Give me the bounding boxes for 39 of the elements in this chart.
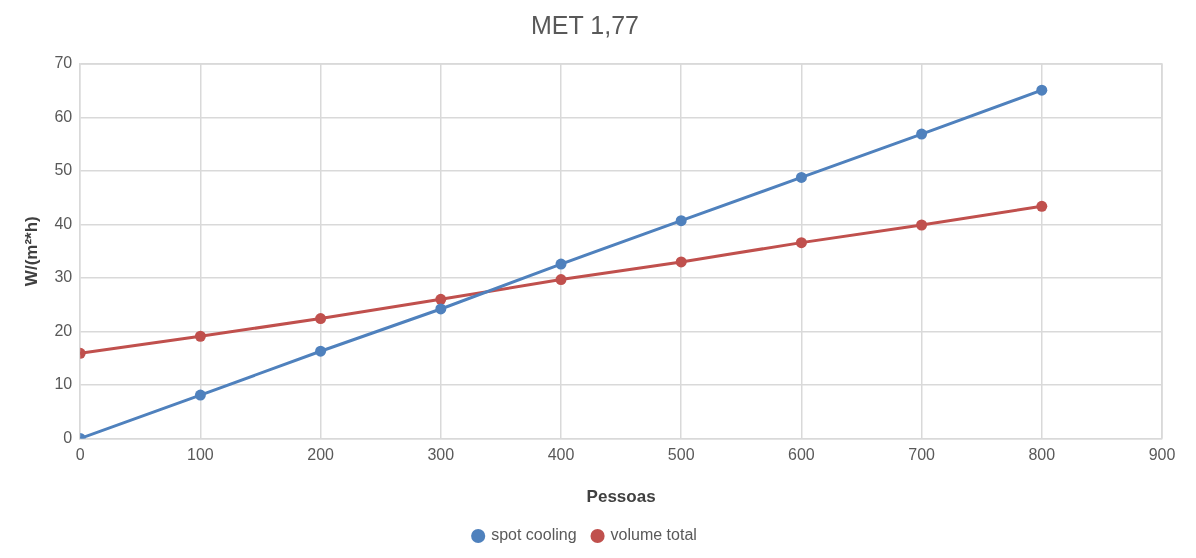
y-tick-label: 20 — [54, 321, 73, 339]
x-tick-label: 400 — [547, 446, 575, 464]
point — [315, 345, 327, 357]
point — [1036, 200, 1048, 212]
point — [194, 389, 206, 401]
point — [795, 171, 807, 183]
point — [916, 219, 928, 231]
x-tick-label: 900 — [1148, 446, 1176, 464]
point — [1036, 84, 1048, 96]
point — [315, 313, 327, 325]
y-tick-label: 50 — [54, 161, 73, 179]
point — [435, 303, 447, 315]
point — [675, 256, 687, 268]
x-tick-label: 0 — [75, 446, 85, 464]
x-tick-label: 700 — [908, 446, 936, 464]
y-tick-label: 0 — [63, 428, 73, 446]
point — [916, 128, 928, 140]
point — [435, 293, 447, 305]
y-axis-title: W/(m²*h) — [21, 216, 41, 287]
legend-label: spot cooling — [491, 526, 577, 544]
chart-title: MET 1,77 — [531, 10, 639, 39]
point — [555, 274, 567, 286]
x-axis-title: Pessoas — [586, 487, 656, 507]
y-tick-label: 70 — [54, 54, 73, 72]
y-tick-label: 30 — [54, 268, 73, 286]
y-tick-label: 40 — [54, 214, 73, 232]
x-tick-label: 600 — [788, 446, 815, 464]
point — [795, 237, 807, 249]
y-tick-label: 60 — [54, 107, 73, 125]
x-tick-label: 100 — [187, 446, 214, 464]
x-tick-label: 200 — [307, 446, 335, 464]
x-tick-label: 500 — [667, 446, 695, 464]
x-tick-label: 300 — [427, 446, 455, 464]
point — [555, 258, 567, 270]
y-tick-label: 10 — [54, 375, 73, 393]
point — [194, 330, 206, 342]
x-tick-label: 800 — [1028, 446, 1056, 464]
legend-label: volume total — [610, 526, 697, 544]
point — [675, 215, 687, 227]
